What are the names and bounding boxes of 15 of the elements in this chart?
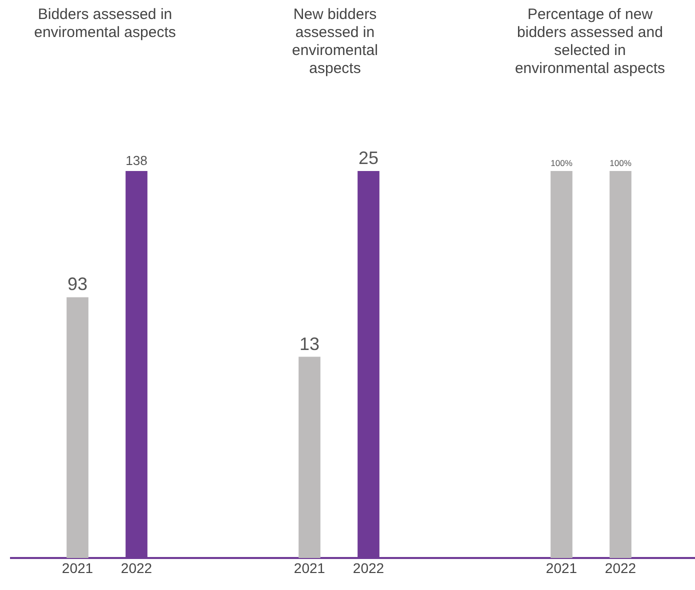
- data-label: 13: [299, 334, 320, 354]
- data-label: 138: [126, 153, 148, 168]
- x-tick-label: 2022: [120, 560, 152, 576]
- chart-title: Percentage of new bidders assessed and selected in environmental aspects: [514, 6, 666, 78]
- x-tick-label: 2022: [604, 560, 636, 576]
- x-tick-label: 2022: [352, 560, 384, 576]
- data-label: 100%: [610, 158, 632, 168]
- data-label: 100%: [550, 158, 573, 168]
- chart-title: New bidders assessed in enviromental aspects: [291, 6, 379, 78]
- data-label: 93: [67, 274, 88, 294]
- data-label: 25: [358, 148, 379, 168]
- chart-title: Bidders assessed in enviromental aspects: [33, 6, 177, 42]
- x-tick-label: 2021: [294, 560, 326, 576]
- x-tick-label: 2021: [62, 560, 94, 576]
- x-tick-label: 2021: [546, 560, 578, 576]
